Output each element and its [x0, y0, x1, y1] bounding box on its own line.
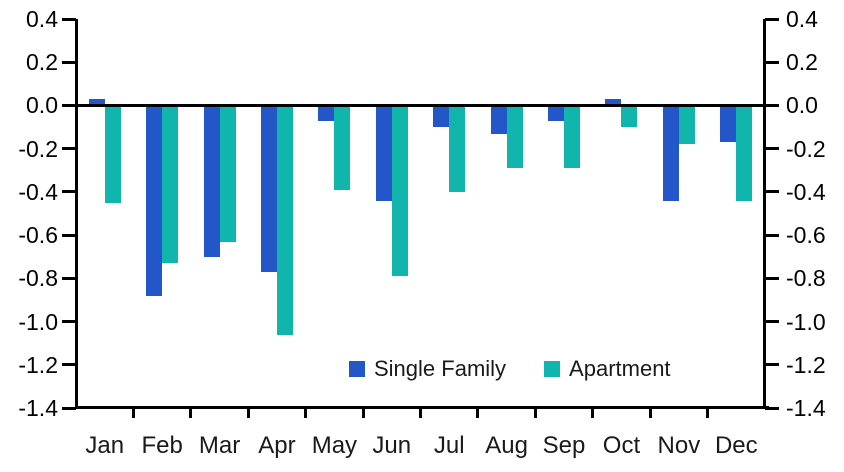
x-axis-tick	[131, 409, 135, 418]
x-axis-label-dec: Dec	[714, 432, 758, 459]
x-axis-label-mar: Mar	[198, 432, 241, 459]
y-axis-left-tick	[62, 60, 76, 64]
y-axis-left-label-0.2: 0.2	[26, 49, 58, 76]
y-axis-right-tick	[765, 320, 779, 324]
y-axis-left-tick	[62, 233, 76, 237]
bar-single-family-may	[318, 105, 335, 121]
y-axis-left-label--0.6: -0.6	[18, 222, 58, 249]
y-axis-left-label--0.2: -0.2	[18, 135, 58, 162]
y-axis-left-tick	[62, 276, 76, 280]
y-axis-right-tick	[765, 406, 779, 410]
legend-label-apartment: Apartment	[569, 356, 671, 381]
bar-apartment-jul	[449, 105, 466, 192]
x-axis-line	[75, 406, 769, 409]
zero-line	[76, 103, 765, 107]
y-axis-left-tick	[62, 190, 76, 194]
y-axis-left-label--1.4: -1.4	[18, 395, 58, 421]
y-axis-right-label--1.4: -1.4	[786, 395, 826, 421]
legend-label-single-family: Single Family	[374, 356, 507, 381]
bar-apartment-feb	[162, 105, 179, 264]
bar-apartment-nov	[678, 105, 695, 145]
y-axis-left-label--0.4: -0.4	[18, 178, 58, 205]
bar-apartment-mar	[219, 105, 236, 242]
y-axis-left-tick	[62, 103, 76, 107]
x-axis-label-feb: Feb	[141, 432, 183, 459]
x-axis-tick	[476, 409, 480, 418]
x-axis-label-apr: Apr	[258, 432, 296, 459]
bar-single-family-nov	[662, 105, 679, 201]
legend-item-single-family: Single Family	[349, 356, 506, 382]
x-axis-tick	[246, 409, 250, 418]
y-axis-left-label-0.0: 0.0	[26, 92, 58, 119]
y-axis-right-label--0.6: -0.6	[786, 222, 826, 249]
y-axis-right-label--0.2: -0.2	[786, 135, 826, 162]
y-axis-left-tick	[62, 406, 76, 410]
bar-single-family-dec	[720, 105, 737, 143]
bar-single-family-jul	[433, 105, 450, 128]
y-axis-left-label--0.8: -0.8	[18, 265, 58, 292]
single-family-swatch-icon	[349, 361, 365, 377]
y-axis-right-label-0.0: 0.0	[786, 92, 818, 119]
legend: Single Family Apartment	[349, 356, 671, 382]
bar-single-family-aug	[490, 105, 507, 134]
y-axis-left-line	[75, 19, 78, 409]
apartment-swatch-icon	[544, 361, 561, 377]
x-axis-tick	[304, 409, 308, 418]
bar-single-family-sep	[548, 105, 565, 121]
bar-single-family-feb	[146, 105, 163, 296]
y-axis-right-tick	[765, 363, 779, 367]
y-axis-left-label--1.2: -1.2	[18, 351, 58, 378]
bar-apartment-jan	[104, 105, 121, 203]
bar-apartment-aug	[506, 105, 523, 169]
x-axis-label-nov: Nov	[657, 432, 701, 459]
bar-apartment-dec	[736, 105, 753, 201]
y-axis-right-tick	[765, 60, 779, 64]
y-axis-right-tick	[765, 147, 779, 151]
bar-single-family-apr	[260, 105, 277, 272]
y-axis-left-label--1.0: -1.0	[18, 308, 58, 335]
y-axis-right-tick	[765, 103, 779, 107]
x-axis-tick	[361, 409, 365, 418]
bar-single-family-jan	[88, 98, 105, 106]
bar-apartment-apr	[276, 105, 293, 335]
y-axis-left-tick	[62, 147, 76, 151]
y-axis-left-label-0.4: 0.4	[26, 6, 58, 32]
bar-apartment-jun	[391, 105, 408, 277]
y-axis-left-tick	[62, 17, 76, 21]
x-axis-label-jul: Jul	[433, 432, 465, 459]
y-axis-right-label-0.2: 0.2	[786, 49, 818, 76]
y-axis-right-tick	[765, 233, 779, 237]
x-axis-tick	[189, 409, 193, 418]
bar-single-family-oct	[605, 98, 622, 106]
y-axis-right-tick	[765, 276, 779, 280]
x-axis-tick	[591, 409, 595, 418]
x-axis-label-oct: Oct	[602, 432, 641, 459]
y-axis-right-line	[763, 19, 766, 409]
x-axis-tick	[648, 409, 652, 418]
y-axis-right-label-0.4: 0.4	[786, 6, 818, 32]
y-axis-right-tick	[765, 17, 779, 21]
y-axis-right-label--1.0: -1.0	[786, 308, 826, 335]
y-axis-right-label--1.2: -1.2	[786, 351, 826, 378]
bar-apartment-may	[334, 105, 351, 190]
x-axis-tick	[706, 409, 710, 418]
x-axis-label-jun: Jun	[372, 432, 412, 459]
bar-single-family-mar	[203, 105, 220, 257]
y-axis-right-tick	[765, 190, 779, 194]
bar-apartment-sep	[564, 105, 581, 169]
bar-apartment-oct	[621, 105, 638, 128]
legend-item-apartment: Apartment	[544, 356, 671, 382]
x-axis-tick	[419, 409, 422, 418]
x-axis-label-may: May	[311, 432, 358, 459]
x-axis-tick	[533, 409, 537, 418]
y-axis-left-tick	[62, 363, 76, 367]
y-axis-left-tick	[62, 320, 76, 324]
bar-single-family-jun	[375, 105, 392, 201]
x-axis-label-sep: Sep	[542, 432, 586, 459]
x-axis-label-jan: Jan	[85, 432, 125, 459]
x-axis-label-aug: Aug	[485, 432, 528, 459]
y-axis-right-label--0.4: -0.4	[786, 178, 826, 205]
y-axis-right-label--0.8: -0.8	[786, 265, 826, 292]
